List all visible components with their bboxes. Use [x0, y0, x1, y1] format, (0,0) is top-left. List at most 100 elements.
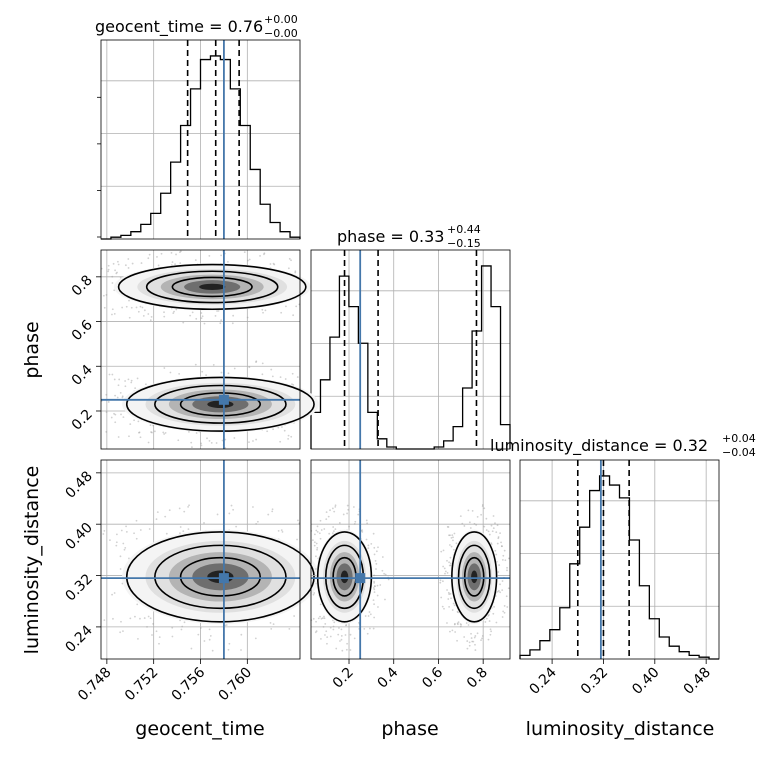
sample-point: [453, 623, 456, 626]
sample-point: [287, 267, 290, 270]
sample-point: [272, 262, 275, 265]
sample-point: [290, 259, 292, 262]
sample-point: [107, 268, 110, 271]
sample-point: [449, 592, 452, 595]
sample-point: [114, 394, 117, 397]
sample-point: [255, 361, 257, 363]
sample-point: [231, 322, 234, 325]
sample-point: [147, 257, 150, 260]
sample-point: [503, 611, 506, 614]
sample-point: [295, 305, 298, 308]
contour-line-2: [463, 556, 485, 597]
sample-point: [121, 395, 124, 398]
sample-point: [441, 605, 444, 608]
sample-point: [261, 373, 264, 376]
sample-point: [488, 614, 490, 616]
sample-point: [325, 630, 328, 633]
sample-point: [252, 440, 254, 442]
sample-point: [368, 627, 371, 630]
sample-point: [112, 262, 115, 265]
sample-point: [377, 546, 379, 549]
sample-point: [155, 630, 158, 633]
sample-point: [373, 588, 376, 591]
sample-point: [381, 569, 384, 572]
sample-point: [197, 633, 200, 636]
sample-point: [220, 254, 223, 257]
sample-point: [150, 316, 153, 318]
sample-point: [480, 639, 482, 642]
sample-point: [440, 550, 443, 553]
density-level-4: [340, 570, 349, 584]
sample-point: [481, 503, 484, 506]
sample-point: [180, 628, 183, 631]
panel-frame: [519, 459, 720, 660]
sample-point: [503, 549, 506, 552]
sample-point: [491, 530, 494, 533]
sample-point: [328, 532, 331, 535]
sample-point: [313, 592, 316, 594]
sample-point: [149, 424, 152, 427]
sample-point: [443, 567, 446, 570]
sample-point: [451, 609, 454, 611]
sample-point: [164, 432, 167, 434]
sample-point: [287, 437, 290, 440]
sample-point: [373, 580, 376, 583]
hist-luminosity-distance: [519, 475, 719, 660]
sample-point: [374, 585, 376, 588]
xtick-label-1: 0.32: [578, 665, 611, 698]
sample-point: [377, 606, 379, 608]
sample-point: [203, 640, 206, 642]
sample-point: [168, 509, 171, 512]
sample-point: [363, 627, 366, 630]
xtick-label-2: 0.6: [419, 664, 446, 691]
sample-point: [291, 383, 293, 386]
sample-point: [485, 517, 488, 520]
sample-point: [474, 643, 476, 646]
sample-point: [114, 413, 117, 416]
sample-point: [383, 572, 386, 575]
sample-point: [151, 634, 153, 636]
sample-point: [499, 591, 502, 594]
sample-point: [324, 623, 327, 625]
sample-point: [219, 322, 222, 325]
sample-point: [319, 615, 321, 618]
sample-point: [320, 637, 322, 640]
sample-point: [224, 447, 227, 449]
density-level-4: [199, 283, 226, 291]
sample-point: [195, 432, 198, 434]
sample-point: [506, 569, 508, 572]
sample-point: [373, 585, 376, 588]
sample-point: [230, 504, 233, 507]
sample-point: [487, 530, 490, 533]
sample-point: [480, 513, 483, 516]
sample-point: [272, 428, 275, 431]
sample-point: [262, 311, 264, 314]
sample-point: [240, 649, 242, 651]
sample-point: [327, 515, 330, 518]
sample-point: [313, 533, 316, 536]
panels: 0.748 0.752 0.756 0.760 0.2 0.4 0.6 0.8 0.24 0.32…: [62, 39, 720, 704]
sample-point: [319, 603, 322, 606]
sample-point: [361, 529, 364, 532]
sample-point: [456, 622, 459, 625]
sample-point: [151, 431, 153, 434]
sample-point: [493, 605, 496, 608]
contour-line-0: [125, 376, 315, 432]
sample-point: [267, 513, 270, 516]
sample-point: [440, 596, 443, 599]
sample-point: [270, 627, 273, 630]
ytick-label-3: 0.48: [62, 468, 95, 501]
truth-marker: [355, 573, 366, 584]
sample-point: [164, 515, 167, 518]
sample-point: [227, 372, 230, 375]
sample-point: [367, 615, 370, 617]
sample-point: [158, 636, 161, 639]
sample-point: [332, 530, 335, 533]
sample-point: [215, 442, 218, 444]
sample-point: [111, 373, 114, 376]
sample-point: [111, 313, 113, 316]
sample-point: [133, 532, 135, 535]
sample-point: [209, 635, 212, 637]
sample-point: [103, 306, 106, 309]
sample-point: [135, 306, 138, 309]
